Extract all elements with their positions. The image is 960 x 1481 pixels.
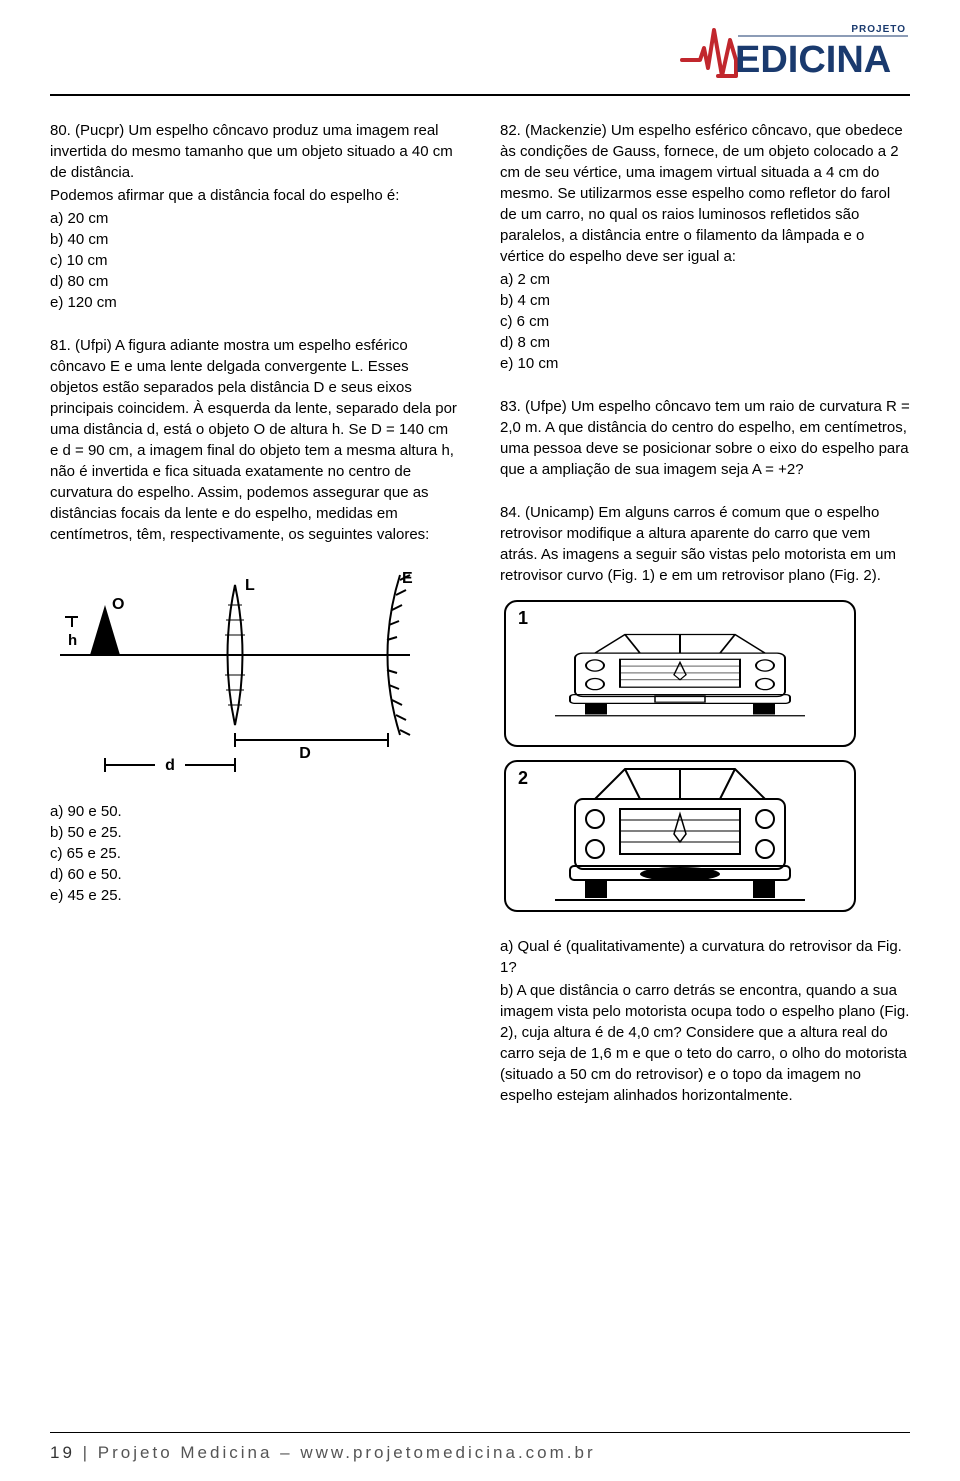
question-80: 80. (Pucpr) Um espelho côncavo produz um… (50, 120, 460, 313)
q81-opt-d: d) 60 e 50. (50, 864, 460, 885)
right-column: 82. (Mackenzie) Um espelho esférico cônc… (500, 120, 910, 1128)
footer-dash: – (272, 1443, 300, 1462)
q84-figure: 1 (500, 596, 910, 922)
q80-text: 80. (Pucpr) Um espelho côncavo produz um… (50, 120, 460, 183)
logo-mainword: EDICINA (735, 39, 891, 80)
panel-1-label: 1 (518, 608, 528, 628)
question-84: 84. (Unicamp) Em alguns carros é comum q… (500, 502, 910, 1106)
label-O: O (112, 596, 124, 613)
q84-sub-a: a) Qual é (qualitativamente) a curvatura… (500, 936, 910, 978)
label-d: d (165, 757, 175, 774)
content-columns: 80. (Pucpr) Um espelho côncavo produz um… (50, 120, 910, 1128)
label-h: h (68, 632, 77, 649)
q81-opt-c: c) 65 e 25. (50, 843, 460, 864)
logo-topword: PROJETO (851, 24, 906, 35)
car-icon-1 (555, 635, 805, 716)
lens-icon (224, 585, 246, 725)
left-column: 80. (Pucpr) Um espelho côncavo produz um… (50, 120, 460, 1128)
q81-opt-e: e) 45 e 25. (50, 885, 460, 906)
q81-opt-a: a) 90 e 50. (50, 801, 460, 822)
q84-text: 84. (Unicamp) Em alguns carros é comum q… (500, 502, 910, 586)
q80-opt-e: e) 120 cm (50, 292, 460, 313)
q80-opt-c: c) 10 cm (50, 250, 460, 271)
q80-opt-a: a) 20 cm (50, 208, 460, 229)
page-header: PROJETO EDICINA (50, 18, 910, 96)
q82-opt-b: b) 4 cm (500, 290, 910, 311)
q80-opt-d: d) 80 cm (50, 271, 460, 292)
q81-figure: O h L (50, 565, 460, 781)
q82-opt-a: a) 2 cm (500, 269, 910, 290)
logo-ekg-icon (682, 30, 736, 76)
q82-opt-e: e) 10 cm (500, 353, 910, 374)
q83-text: 83. (Ufpe) Um espelho côncavo tem um rai… (500, 396, 910, 480)
label-L: L (245, 577, 255, 594)
q82-opt-c: c) 6 cm (500, 311, 910, 332)
footer-url: www.projetomedicina.com.br (300, 1443, 595, 1462)
question-81: 81. (Ufpi) A figura adiante mostra um es… (50, 335, 460, 906)
q80-opt-b: b) 40 cm (50, 229, 460, 250)
car-icon-2 (555, 769, 805, 900)
footer-page-number: 19 (50, 1443, 75, 1462)
q80-prompt: Podemos afirmar que a distância focal do… (50, 185, 460, 206)
q82-opt-d: d) 8 cm (500, 332, 910, 353)
label-D: D (299, 745, 311, 762)
logo: PROJETO EDICINA (680, 18, 910, 84)
q82-text: 82. (Mackenzie) Um espelho esférico cônc… (500, 120, 910, 267)
question-82: 82. (Mackenzie) Um espelho esférico cônc… (500, 120, 910, 374)
q84-sub-b: b) A que distância o carro detrás se enc… (500, 980, 910, 1106)
panel-2-label: 2 (518, 768, 528, 788)
page-footer: 19 | Projeto Medicina – www.projetomedic… (50, 1432, 910, 1463)
question-83: 83. (Ufpe) Um espelho côncavo tem um rai… (500, 396, 910, 480)
footer-site-name: Projeto Medicina (98, 1443, 273, 1462)
q81-text: 81. (Ufpi) A figura adiante mostra um es… (50, 335, 460, 545)
q81-opt-b: b) 50 e 25. (50, 822, 460, 843)
label-E: E (402, 570, 413, 587)
footer-sep: | (75, 1443, 98, 1462)
